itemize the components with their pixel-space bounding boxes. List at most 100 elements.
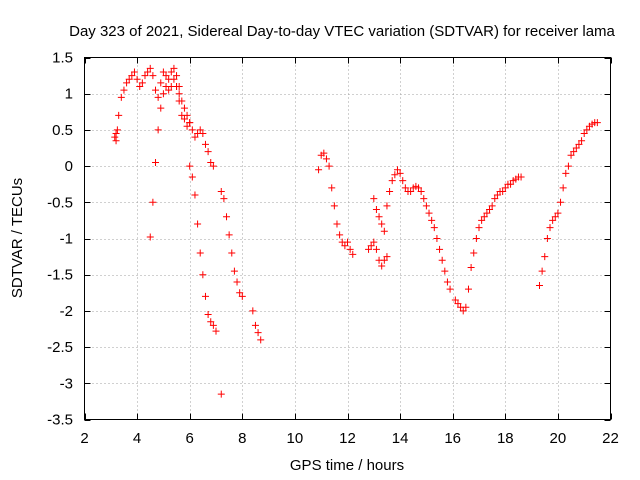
data-point	[112, 130, 120, 138]
data-point	[372, 206, 380, 214]
data-point	[170, 64, 178, 72]
data-point	[393, 166, 401, 174]
data-point	[186, 162, 194, 170]
data-point	[446, 285, 454, 293]
y-tick-label: -1.5	[47, 267, 73, 284]
data-point	[378, 262, 386, 270]
data-point	[399, 177, 407, 185]
data-point	[162, 72, 170, 80]
data-point	[225, 231, 233, 239]
data-point	[578, 137, 586, 145]
data-point	[344, 238, 351, 246]
series-arc-2	[111, 126, 121, 145]
y-tick-label: -2.5	[47, 339, 73, 356]
data-point	[441, 267, 449, 275]
data-point	[546, 224, 554, 232]
data-point	[117, 93, 125, 101]
plot-frame	[84, 57, 611, 420]
data-point	[228, 249, 236, 257]
data-point	[570, 148, 578, 156]
data-point	[472, 235, 480, 242]
data-point	[415, 184, 423, 192]
data-point	[365, 245, 373, 253]
data-point	[233, 278, 241, 286]
data-point	[370, 238, 378, 246]
y-tick-label: 0.5	[52, 122, 73, 139]
data-point	[123, 79, 131, 87]
data-point	[535, 282, 543, 290]
series-outlier	[217, 390, 225, 398]
data-point	[336, 231, 344, 239]
data-point	[136, 82, 144, 90]
data-point	[209, 162, 217, 170]
data-point	[138, 79, 146, 87]
chart-title: Day 323 of 2021, Sidereal Day-to-day VTE…	[69, 23, 615, 40]
data-point	[146, 64, 154, 72]
data-point	[196, 126, 204, 134]
data-point	[141, 72, 149, 80]
x-tick-label: 2	[80, 430, 88, 447]
data-point	[501, 184, 509, 192]
data-point	[180, 115, 188, 123]
data-point	[199, 271, 207, 279]
data-point	[333, 220, 341, 228]
data-point	[572, 144, 580, 152]
x-tick-label: 22	[602, 430, 619, 447]
data-point	[483, 209, 491, 217]
data-point	[467, 263, 475, 271]
data-point	[391, 171, 399, 179]
series-arc-12	[535, 119, 601, 290]
data-point	[217, 390, 225, 398]
y-tick-label: -2	[60, 303, 73, 320]
series-arc-6	[217, 187, 246, 300]
data-point	[191, 191, 199, 199]
x-tick-label: 14	[392, 430, 409, 447]
data-point	[154, 126, 162, 134]
data-point	[238, 292, 246, 300]
data-point	[554, 209, 562, 217]
data-point	[380, 256, 388, 264]
data-point	[170, 75, 178, 83]
data-point	[165, 86, 173, 94]
data-point	[475, 224, 483, 232]
data-point	[157, 79, 165, 87]
data-point	[149, 198, 157, 206]
data-point	[417, 187, 425, 195]
data-point	[178, 111, 186, 119]
data-point	[325, 162, 333, 170]
data-point	[159, 90, 167, 98]
data-point	[130, 68, 138, 76]
data-point	[157, 104, 165, 112]
data-point	[315, 166, 323, 174]
data-point	[422, 202, 430, 210]
data-point	[388, 177, 396, 185]
data-point	[191, 133, 199, 141]
y-tick-label: 1	[65, 86, 73, 103]
data-point	[491, 195, 499, 203]
y-tick-label: -3.5	[47, 412, 73, 429]
x-tick-label: 18	[497, 430, 514, 447]
data-point	[425, 209, 433, 217]
data-point	[341, 242, 349, 250]
data-point	[478, 216, 486, 224]
x-tick-label: 16	[444, 430, 461, 447]
data-point	[188, 173, 196, 181]
data-point	[125, 75, 133, 83]
data-point	[551, 213, 559, 221]
data-point	[407, 187, 415, 195]
data-point	[120, 86, 128, 94]
data-point	[451, 296, 459, 304]
data-point	[180, 104, 188, 112]
data-point	[443, 278, 451, 286]
x-tick-label: 12	[339, 430, 356, 447]
data-point	[112, 137, 120, 145]
data-point	[188, 126, 196, 134]
data-point	[236, 289, 244, 297]
data-point	[396, 169, 404, 177]
data-point	[128, 72, 136, 80]
data-point	[223, 213, 231, 221]
data-point	[146, 233, 154, 241]
x-tick-label: 10	[287, 430, 304, 447]
data-point	[217, 187, 225, 195]
